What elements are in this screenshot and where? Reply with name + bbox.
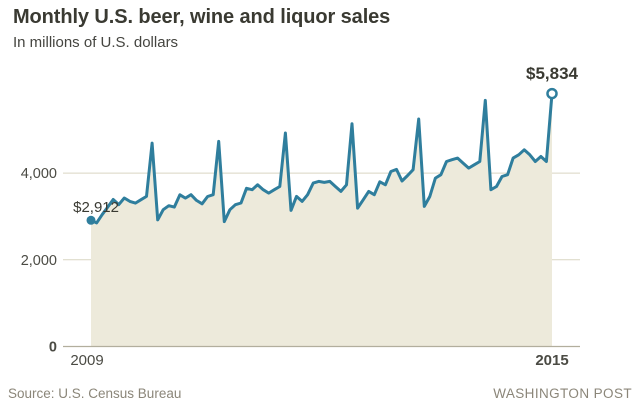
y-tick-label-2000: 2,000 [21, 253, 57, 269]
start-point-marker [86, 215, 96, 225]
y-tick-label-0: 0 [49, 340, 57, 356]
annotation-first-value: $2,912 [73, 199, 119, 216]
chart-footer: Source: U.S. Census Bureau WASHINGTON PO… [8, 386, 632, 401]
source-credit: Source: U.S. Census Bureau [8, 386, 182, 401]
y-tick-label-4000: 4,000 [21, 166, 57, 182]
annotation-last-value: $5,834 [526, 64, 579, 83]
area-fill [91, 93, 552, 347]
brand-credit: WASHINGTON POST [493, 386, 632, 401]
chart-title: Monthly U.S. beer, wine and liquor sales [13, 6, 391, 28]
end-point-marker [546, 87, 558, 100]
sales-line [89, 92, 554, 225]
chart-subtitle: In millions of U.S. dollars [13, 34, 179, 51]
x-tick-label-2009: 2009 [70, 352, 103, 369]
x-tick-label-2015: 2015 [535, 352, 568, 369]
